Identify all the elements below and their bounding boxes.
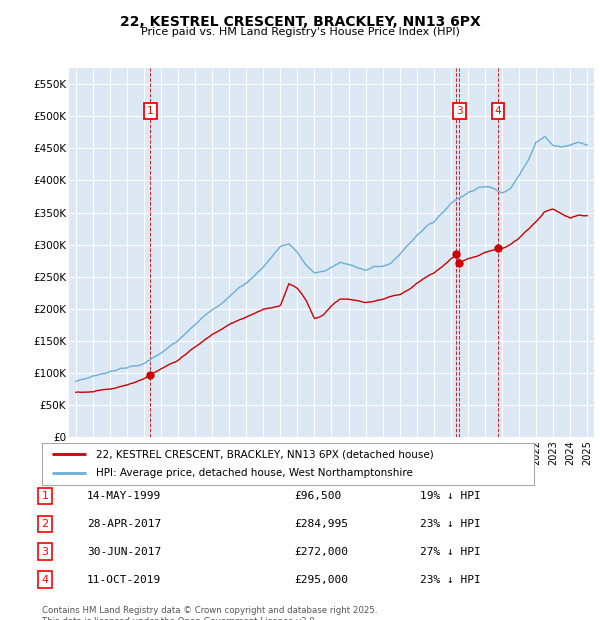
Text: £272,000: £272,000 xyxy=(294,547,348,557)
Text: 3: 3 xyxy=(41,547,49,557)
Text: £295,000: £295,000 xyxy=(294,575,348,585)
Text: 4: 4 xyxy=(41,575,49,585)
Text: 14-MAY-1999: 14-MAY-1999 xyxy=(87,491,161,501)
Text: 23% ↓ HPI: 23% ↓ HPI xyxy=(420,575,481,585)
Text: 2: 2 xyxy=(41,519,49,529)
Text: £96,500: £96,500 xyxy=(294,491,341,501)
Text: 27% ↓ HPI: 27% ↓ HPI xyxy=(420,547,481,557)
Text: 4: 4 xyxy=(495,106,502,116)
Text: 22, KESTREL CRESCENT, BRACKLEY, NN13 6PX: 22, KESTREL CRESCENT, BRACKLEY, NN13 6PX xyxy=(119,16,481,30)
Text: £284,995: £284,995 xyxy=(294,519,348,529)
Text: 11-OCT-2019: 11-OCT-2019 xyxy=(87,575,161,585)
Text: HPI: Average price, detached house, West Northamptonshire: HPI: Average price, detached house, West… xyxy=(96,469,413,479)
Text: 22, KESTREL CRESCENT, BRACKLEY, NN13 6PX (detached house): 22, KESTREL CRESCENT, BRACKLEY, NN13 6PX… xyxy=(96,449,434,459)
Text: 28-APR-2017: 28-APR-2017 xyxy=(87,519,161,529)
Text: Price paid vs. HM Land Registry's House Price Index (HPI): Price paid vs. HM Land Registry's House … xyxy=(140,27,460,37)
Text: 1: 1 xyxy=(147,106,154,116)
Text: 19% ↓ HPI: 19% ↓ HPI xyxy=(420,491,481,501)
Text: 1: 1 xyxy=(41,491,49,501)
Text: 3: 3 xyxy=(456,106,463,116)
Text: 30-JUN-2017: 30-JUN-2017 xyxy=(87,547,161,557)
Text: 23% ↓ HPI: 23% ↓ HPI xyxy=(420,519,481,529)
Text: Contains HM Land Registry data © Crown copyright and database right 2025.
This d: Contains HM Land Registry data © Crown c… xyxy=(42,606,377,620)
